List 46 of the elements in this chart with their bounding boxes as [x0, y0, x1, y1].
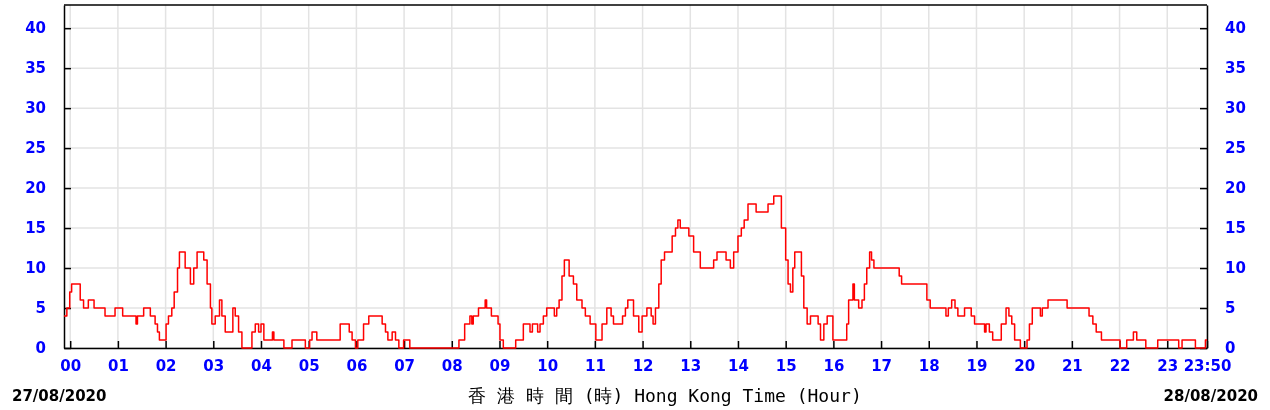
y2-tick-label: 40: [1225, 19, 1246, 38]
y2-tick-label: 0: [1225, 339, 1236, 358]
x-tick-label: 17: [871, 356, 893, 375]
x-tick-label: 21: [1061, 356, 1083, 375]
y2-tick-label: 5: [1225, 299, 1236, 318]
x-tick-label: 23: [1157, 356, 1179, 375]
x-tick-label: 03: [203, 356, 225, 375]
y2-tick-label: 25: [1225, 139, 1246, 158]
x-tick-label: 07: [394, 356, 416, 375]
y2-tick-label: 35: [1225, 59, 1246, 78]
y-tick-label: 10: [25, 259, 46, 278]
x-tick-label: 14: [728, 356, 749, 375]
x-tick-label: 20: [1014, 356, 1036, 375]
y-tick-label: 20: [25, 179, 46, 198]
x-tick-label: 00: [60, 356, 82, 375]
x-tick-label: 19: [966, 356, 988, 375]
y-tick-label: 30: [25, 99, 46, 118]
y2-tick-label: 30: [1225, 99, 1246, 118]
x-tick-label: 06: [346, 356, 368, 375]
text: 27/08/2020: [12, 387, 107, 405]
x-tick-label: 22: [1109, 356, 1131, 375]
x-tick-label: 05: [298, 356, 320, 375]
x-tick-label: 16: [823, 356, 845, 375]
x-tick-label: 13: [680, 356, 702, 375]
y2-tick-label: 15: [1225, 219, 1246, 238]
y-tick-label: 0: [35, 339, 46, 358]
x-tick-label: 11: [584, 356, 606, 375]
x-tick-label: 18: [918, 356, 940, 375]
y-tick-label: 15: [25, 219, 46, 238]
y-tick-label: 40: [25, 19, 46, 38]
x-tick-label: 10: [537, 356, 559, 375]
y2-tick-label: 20: [1225, 179, 1246, 198]
y-tick-label: 5: [35, 299, 46, 318]
x-tick-label: 04: [251, 356, 272, 375]
y-tick-label: 35: [25, 59, 46, 78]
x-tick-label: 12: [632, 356, 654, 375]
y2-tick-label: 10: [1225, 259, 1246, 278]
x-tick-label: 15: [775, 356, 797, 375]
x-axis-title: 香 港 時 間 (時) Hong Kong Time (Hour): [468, 385, 862, 406]
x-tick-label: 08: [441, 356, 463, 375]
y-tick-label: 25: [25, 139, 46, 158]
x-tick-label: 09: [489, 356, 511, 375]
x-tick-label: 01: [107, 356, 129, 375]
x-tick-label: 23:50: [1183, 356, 1232, 375]
x-tick-label: 02: [155, 356, 177, 375]
text: 28/08/2020: [1163, 387, 1258, 405]
